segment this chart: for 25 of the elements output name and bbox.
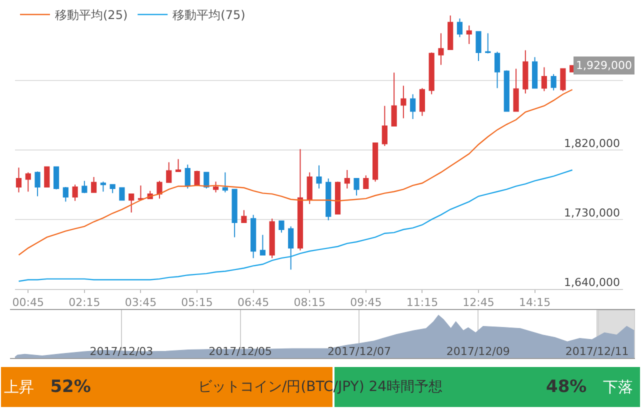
x-tick-label: 08:15 bbox=[294, 296, 326, 310]
x-tick-label: 00:45 bbox=[12, 296, 44, 310]
x-tick-label: 09:45 bbox=[350, 296, 382, 310]
data-label: 52% bbox=[50, 377, 91, 397]
legend-label: 移動平均(75) bbox=[172, 8, 246, 22]
series-label: 上昇 bbox=[4, 378, 34, 396]
data-label: 48% bbox=[546, 377, 587, 397]
x-tick-label: 06:45 bbox=[237, 296, 270, 310]
y-tick-label: 1,640,000 bbox=[564, 276, 620, 289]
x-tick-label: 02:15 bbox=[68, 296, 100, 310]
y-tick-label: 1,820,000 bbox=[564, 136, 620, 150]
x-tick-label: 2017/12/09 bbox=[446, 345, 510, 358]
annotation: 1,929,000 bbox=[576, 59, 632, 72]
x-tick-label: 14:15 bbox=[518, 296, 551, 310]
x-tick-label: 05:15 bbox=[181, 296, 213, 310]
legend-label: 移動平均(25) bbox=[55, 8, 128, 22]
series-label: 下落 bbox=[602, 378, 633, 396]
x-tick-label: 12:45 bbox=[462, 296, 494, 310]
x-tick-label: 2017/12/07 bbox=[328, 345, 391, 358]
x-tick-label: 03:45 bbox=[124, 296, 157, 310]
text: ビットコイン/円(BTC/JPY) 24時間予想 bbox=[198, 379, 443, 395]
x-tick-label: 2017/12/11 bbox=[565, 345, 629, 358]
y-tick-label: 1,730,000 bbox=[564, 206, 620, 220]
x-tick-label: 11:15 bbox=[406, 296, 438, 310]
x-tick-label: 2017/12/05 bbox=[208, 345, 272, 358]
